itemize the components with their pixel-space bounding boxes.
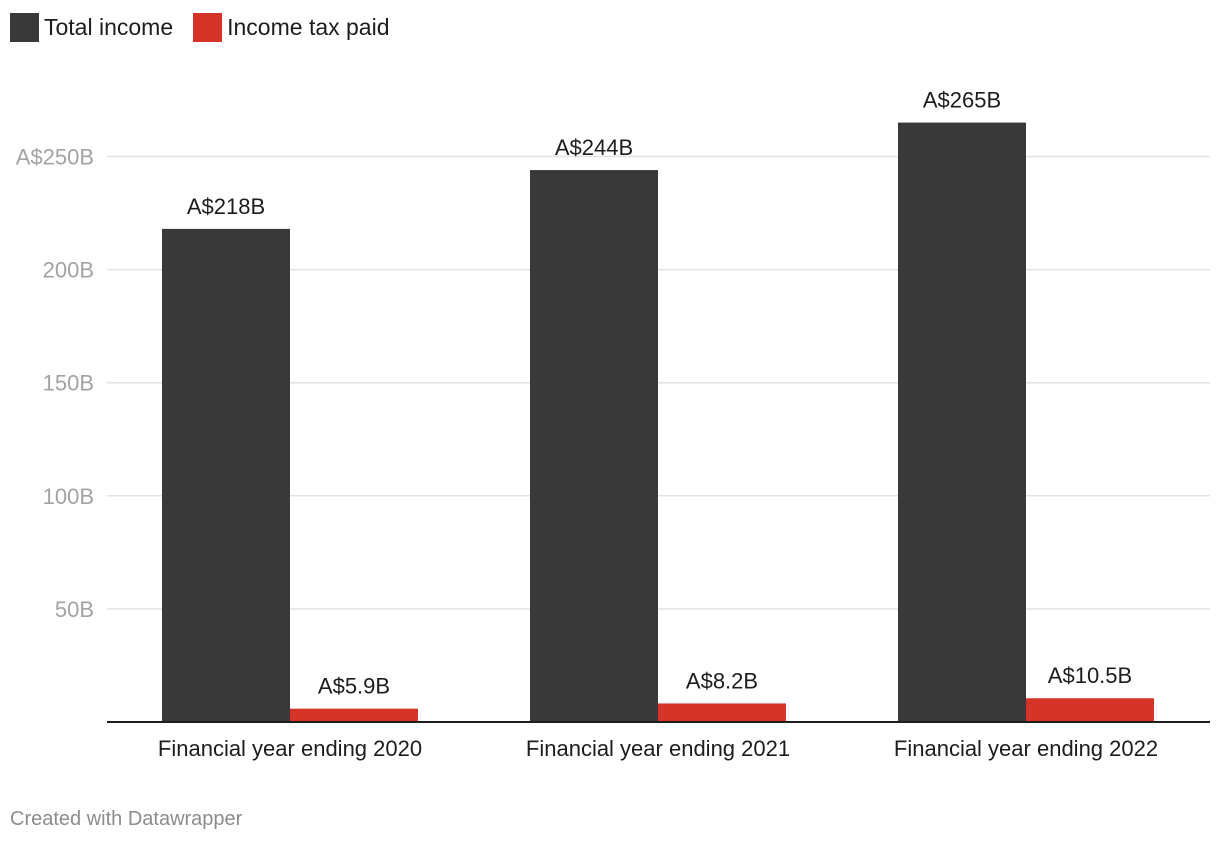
data-label-total-income: A$218B	[187, 194, 265, 219]
y-tick-label: A$250B	[16, 145, 94, 170]
legend-label: Income tax paid	[227, 14, 390, 40]
legend-label: Total income	[44, 14, 174, 40]
y-tick-label: 100B	[43, 484, 94, 509]
x-tick-label: Financial year ending 2020	[158, 736, 422, 761]
bar-total-income	[162, 228, 290, 722]
legend-item-total-income: Total income	[10, 13, 173, 42]
data-label-income-tax-paid: A$5.9B	[318, 674, 390, 699]
data-label-total-income: A$265B	[923, 88, 1001, 113]
y-tick-label: 200B	[43, 258, 94, 283]
bar-income-tax-paid	[290, 708, 418, 722]
bar-income-tax-paid	[658, 703, 786, 722]
y-tick-label: 50B	[55, 597, 94, 622]
bar-total-income	[898, 122, 1026, 722]
legend-swatch-total-income	[10, 13, 39, 42]
data-label-income-tax-paid: A$10.5B	[1048, 663, 1132, 688]
y-tick-label: 150B	[43, 371, 94, 396]
bar-total-income	[530, 170, 658, 722]
data-label-total-income: A$244B	[555, 135, 633, 160]
legend-item-income-tax-paid: Income tax paid	[193, 13, 390, 42]
bar-income-tax-paid	[1026, 698, 1154, 722]
x-tick-label: Financial year ending 2021	[526, 736, 790, 761]
legend-swatch-income-tax-paid	[193, 13, 223, 42]
data-label-income-tax-paid: A$8.2B	[686, 668, 758, 693]
x-tick-label: Financial year ending 2022	[894, 736, 1158, 761]
footer-credit: Created with Datawrapper	[10, 808, 243, 830]
legend: Total income Income tax paid	[10, 13, 410, 42]
